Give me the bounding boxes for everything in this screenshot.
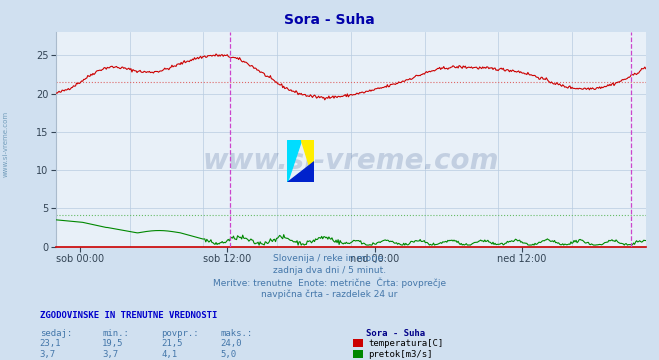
Text: zadnja dva dni / 5 minut.: zadnja dva dni / 5 minut. (273, 266, 386, 275)
Polygon shape (301, 140, 314, 182)
Text: sedaj:: sedaj: (40, 329, 72, 338)
Text: Sora - Suha: Sora - Suha (366, 329, 425, 338)
Text: www.si-vreme.com: www.si-vreme.com (2, 111, 9, 177)
Text: min.:: min.: (102, 329, 129, 338)
Text: 3,7: 3,7 (40, 350, 55, 359)
Text: temperatura[C]: temperatura[C] (368, 339, 444, 348)
Text: www.si-vreme.com: www.si-vreme.com (203, 147, 499, 175)
Text: maks.:: maks.: (221, 329, 253, 338)
Text: navpična črta - razdelek 24 ur: navpična črta - razdelek 24 ur (262, 289, 397, 299)
Text: Meritve: trenutne  Enote: metrične  Črta: povprečje: Meritve: trenutne Enote: metrične Črta: … (213, 278, 446, 288)
Text: Slovenija / reke in morje.: Slovenija / reke in morje. (273, 254, 386, 263)
Text: 3,7: 3,7 (102, 350, 118, 359)
Text: ZGODOVINSKE IN TRENUTNE VREDNOSTI: ZGODOVINSKE IN TRENUTNE VREDNOSTI (40, 311, 217, 320)
Text: 4,1: 4,1 (161, 350, 177, 359)
Text: povpr.:: povpr.: (161, 329, 199, 338)
Text: Sora - Suha: Sora - Suha (284, 13, 375, 27)
Text: 5,0: 5,0 (221, 350, 237, 359)
Polygon shape (287, 140, 301, 182)
Text: 24,0: 24,0 (221, 339, 243, 348)
Text: 19,5: 19,5 (102, 339, 124, 348)
Text: 21,5: 21,5 (161, 339, 183, 348)
Text: pretok[m3/s]: pretok[m3/s] (368, 350, 433, 359)
Polygon shape (287, 161, 314, 182)
Text: 23,1: 23,1 (40, 339, 61, 348)
